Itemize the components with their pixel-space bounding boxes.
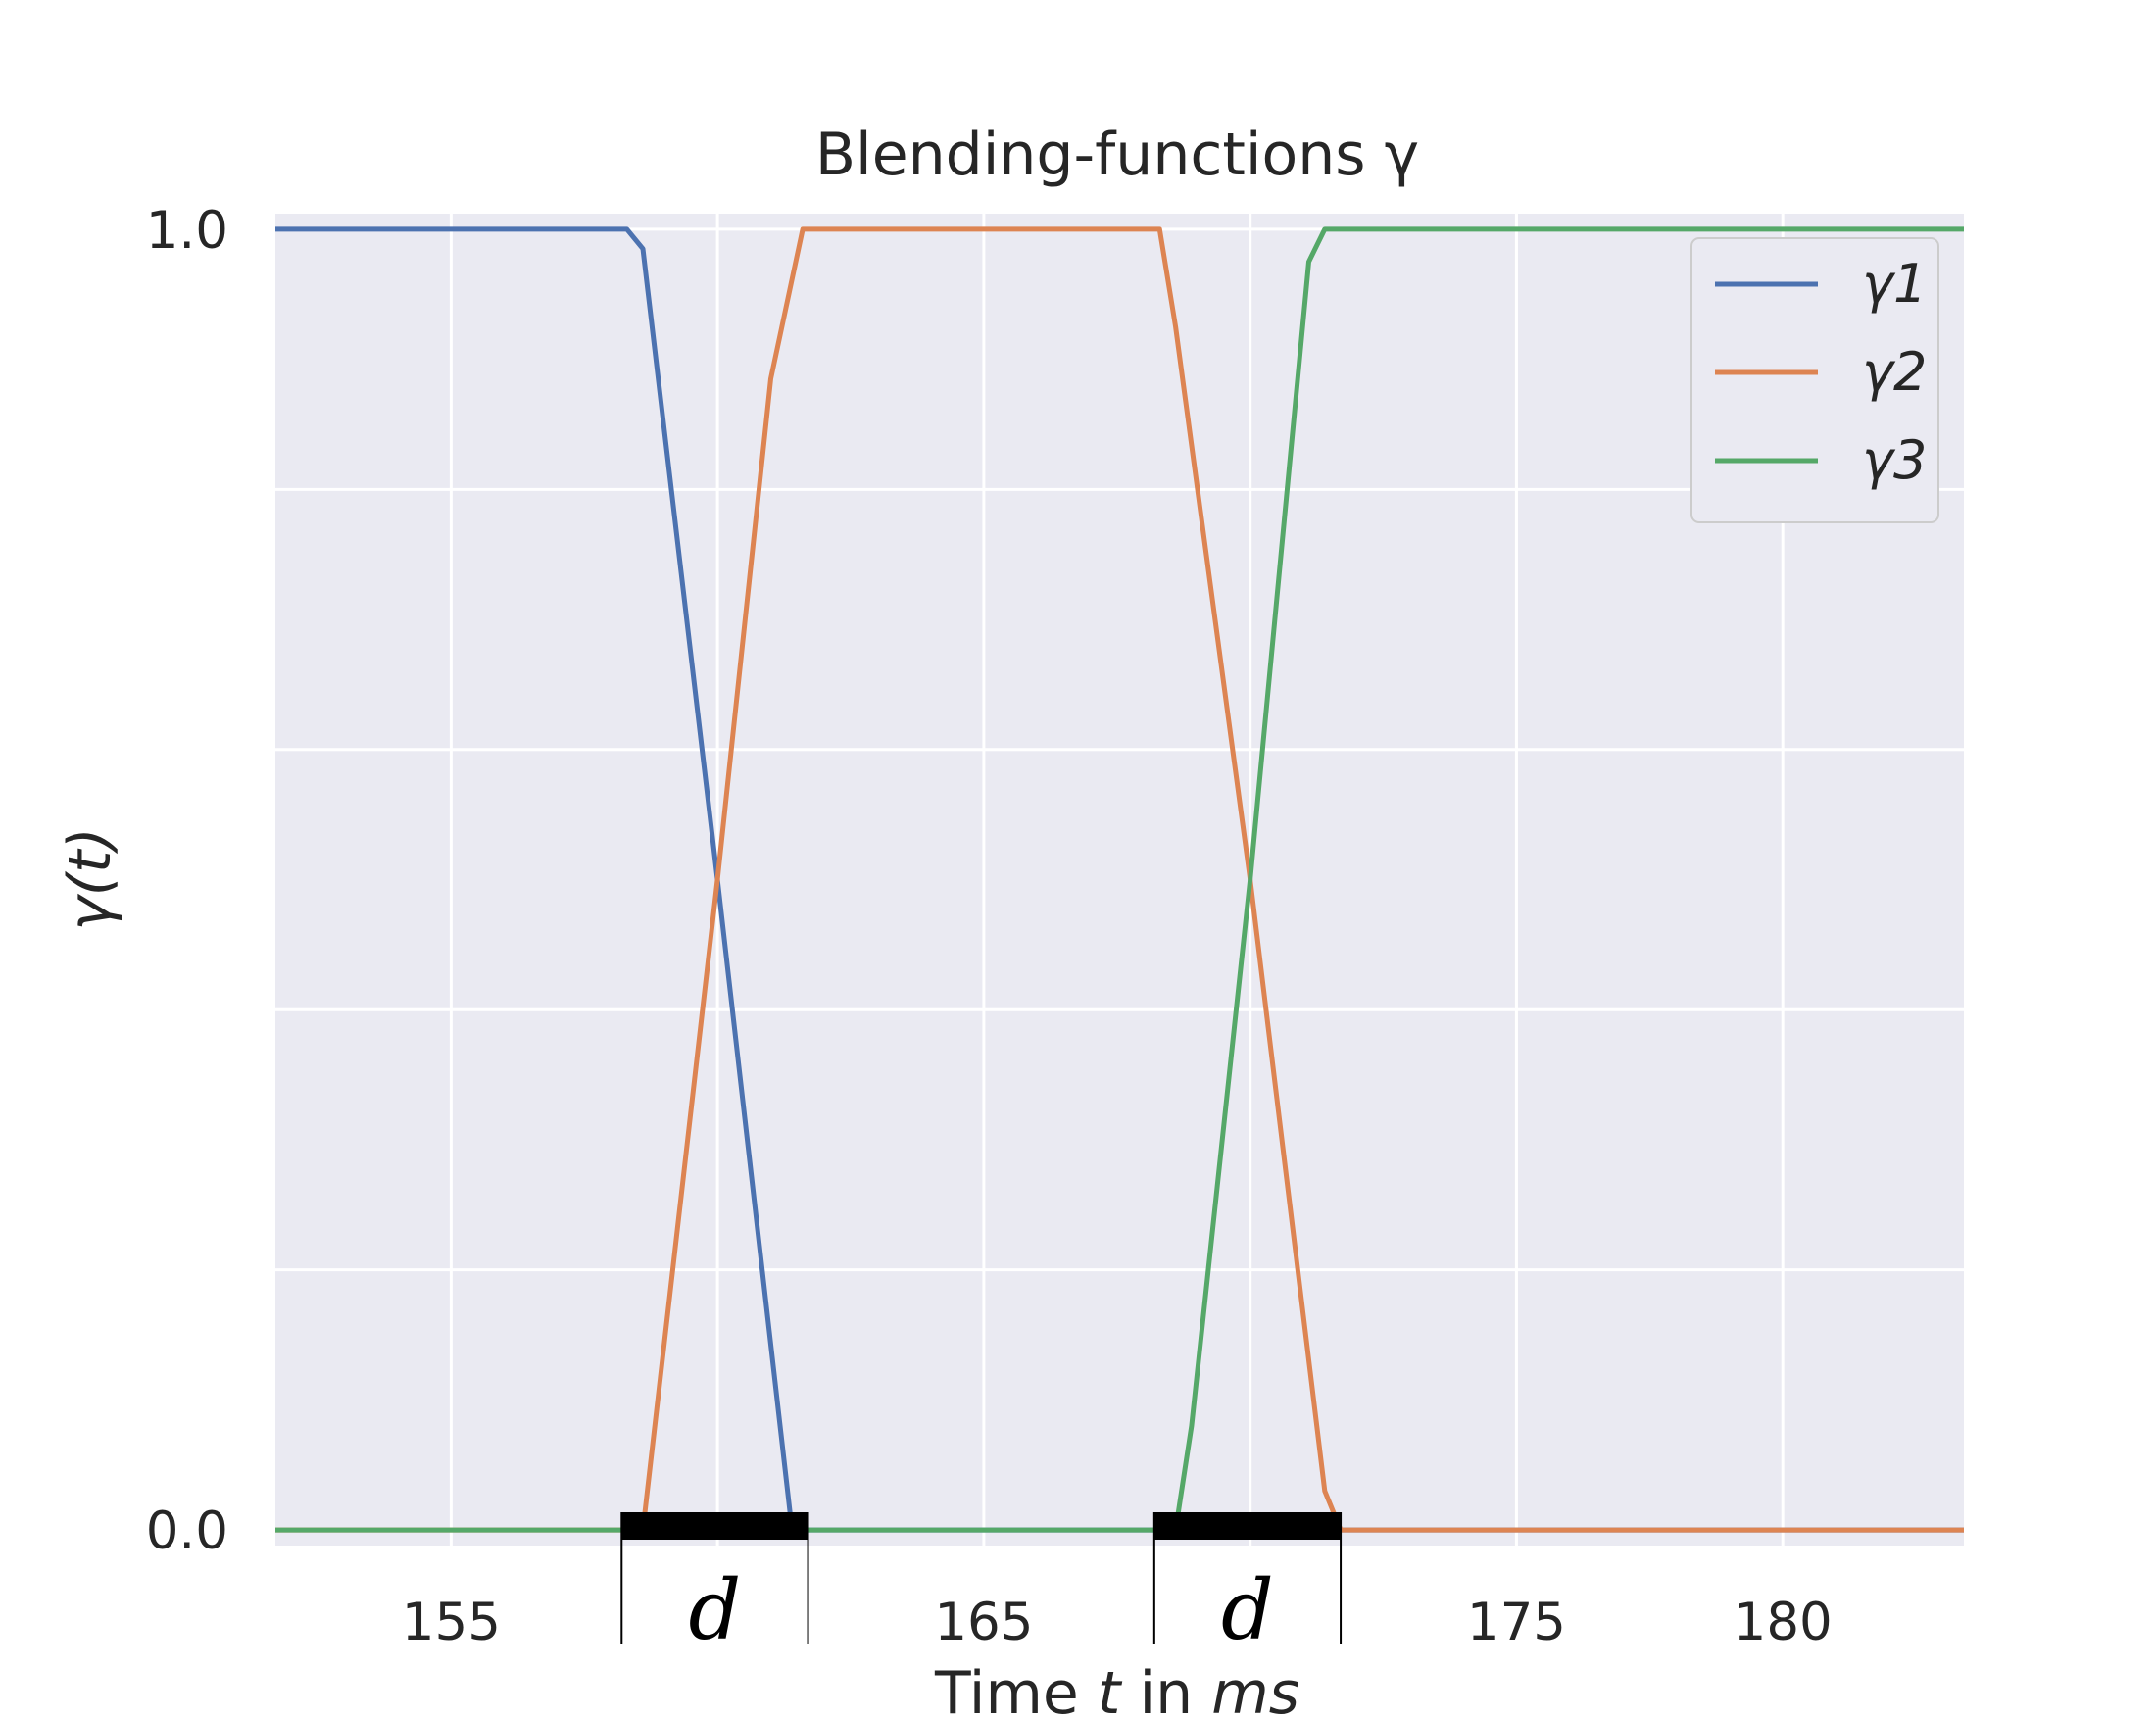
interval-label: d [689,1562,742,1658]
y-axis-label: γ(t) [56,827,124,931]
x-tick-label: 165 [934,1593,1033,1652]
interval-label: d [1221,1562,1274,1658]
plot-area [275,214,1964,1546]
x-axis-label-part: in [1120,1659,1211,1720]
legend-label: γ1 [1862,253,1927,315]
x-axis-label: Time t in ms [934,1659,1299,1720]
y-tick-label: 1.0 [146,201,228,261]
chart-title: Blending-functions γ [815,121,1419,189]
y-tick-label: 0.0 [146,1501,228,1561]
interval-bar [621,1512,808,1540]
x-tick-label: 155 [402,1593,501,1652]
series-line [275,226,1964,1533]
interval-bar [1153,1512,1342,1540]
x-axis-label-part: Time [934,1659,1098,1720]
x-tick-label: 180 [1734,1593,1833,1652]
legend-label: γ3 [1862,429,1927,491]
y-tick-labels: 0.0 1.0 [146,201,228,1561]
legend-label: γ2 [1862,341,1927,403]
legend: γ1 γ2 γ3 [1690,237,1939,523]
x-axis-label-part: t [1098,1659,1123,1720]
x-tick-label: 175 [1467,1593,1566,1652]
legend-box [1690,237,1939,523]
x-tick-labels: 155 165 175 180 [402,1593,1833,1652]
x-axis-label-part: ms [1211,1659,1299,1720]
